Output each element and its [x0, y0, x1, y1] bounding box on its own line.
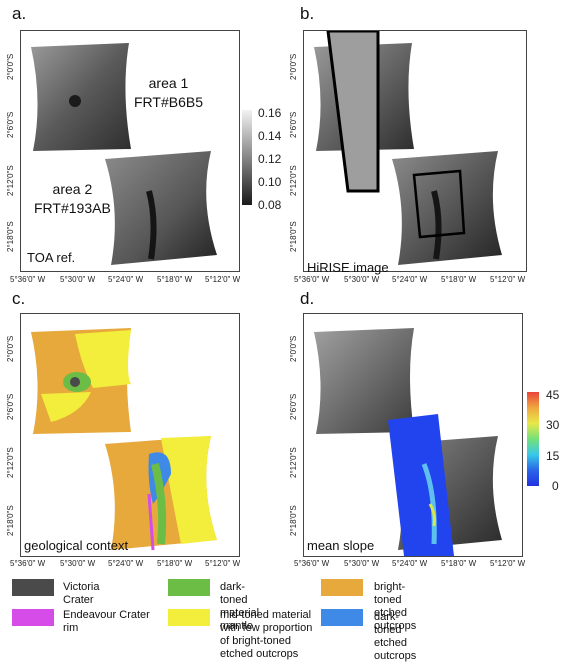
legend-swatch-bright-etched — [321, 579, 363, 596]
panel-a-lat-3: 2°18'0"S — [6, 221, 15, 252]
panel-a-lon-0: 5°36'0" W — [10, 275, 46, 284]
panel-d-lon-3: 5°18'0" W — [441, 559, 477, 568]
panel-a-lon-3: 5°18'0" W — [157, 275, 193, 284]
panel-b-lat-3: 2°18'0"S — [289, 221, 298, 252]
panel-d-lat-0: 2°0'0"S — [289, 335, 298, 362]
area-2-id: FRT#193AB — [34, 200, 111, 216]
slope-strip — [388, 414, 454, 556]
legend-swatch-mid-toned — [168, 609, 210, 626]
panel-c-lon-4: 5°12'0" W — [205, 559, 241, 568]
hirise-zoom-box — [412, 169, 466, 239]
panel-d-lon-0: 5°36'0" W — [294, 559, 330, 568]
panel-a-caption: TOA ref. — [27, 250, 76, 265]
panel-b-lat-2: 2°12'0"S — [289, 165, 298, 196]
panel-b-letter: b. — [300, 4, 315, 23]
slope-colorbar — [527, 392, 539, 486]
area-2-label: area 2 FRT#193AB — [34, 180, 111, 218]
toa-tick-0: 0.16 — [258, 106, 282, 120]
legend-swatch-victoria — [12, 579, 54, 596]
panel-c-lat-1: 2°6'0"S — [6, 393, 15, 420]
panel-d-lon-4: 5°12'0" W — [490, 559, 526, 568]
toa-tick-2: 0.12 — [258, 152, 282, 166]
legend-label-bright-etched: bright-toned etched outcrops — [374, 581, 417, 632]
toa-tick-4: 0.08 — [258, 198, 282, 212]
panel-c-caption: geological context — [24, 538, 129, 553]
slope-tick-1: 30 — [546, 418, 560, 432]
slope-tick-2: 15 — [546, 449, 560, 463]
victoria-crater-unit — [70, 377, 80, 387]
panel-c-lon-0: 5°36'0" W — [10, 559, 46, 568]
panel-b-map — [303, 30, 527, 272]
panel-c-lon-3: 5°18'0" W — [157, 559, 193, 568]
toa-colorbar — [242, 110, 252, 205]
panel-c-lon-2: 5°24'0" W — [108, 559, 144, 568]
panel-a-lon-1: 5°30'0" W — [60, 275, 96, 284]
legend-label-mid-toned: mid-toned material with few proportion o… — [220, 609, 313, 660]
legend-swatch-endeavour — [12, 609, 54, 626]
panel-d-image — [314, 328, 502, 556]
dark-ridge — [146, 190, 157, 260]
legend-swatch-dark-mantle — [168, 579, 210, 596]
panel-d-letter: d. — [300, 289, 315, 308]
panel-a-lat-0: 2°0'0"S — [6, 53, 15, 80]
panel-d-lon-2: 5°24'0" W — [392, 559, 428, 568]
hirise-footprint — [326, 31, 380, 193]
endeavour-rim-unit — [147, 493, 155, 551]
panel-a-lat-1: 2°6'0"S — [6, 111, 15, 138]
area-1-strip — [31, 43, 131, 151]
panel-a-lon-2: 5°24'0" W — [108, 275, 144, 284]
area-2-name: area 2 — [52, 181, 93, 197]
panel-d-lon-1: 5°30'0" W — [344, 559, 380, 568]
panel-a-image — [31, 43, 217, 265]
panel-b-image — [314, 31, 502, 265]
area-2-strip — [105, 151, 217, 265]
panel-b-lon-3: 5°18'0" W — [441, 275, 477, 284]
panel-c-image — [31, 328, 217, 551]
panel-a-lat-2: 2°12'0"S — [6, 165, 15, 196]
panel-c-lat-0: 2°0'0"S — [6, 335, 15, 362]
panel-b-lon-2: 5°24'0" W — [392, 275, 428, 284]
area-1-label: area 1 FRT#B6B5 — [134, 74, 203, 112]
victoria-crater-mark — [69, 95, 81, 107]
panel-b-lon-0: 5°36'0" W — [294, 275, 330, 284]
slope-tick-3: 0 — [552, 479, 559, 493]
legend-label-endeavour: Endeavour Crater rim — [63, 609, 150, 634]
toa-tick-1: 0.14 — [258, 129, 282, 143]
panel-d-lat-3: 2°18'0"S — [289, 505, 298, 536]
panel-c-lat-3: 2°18'0"S — [6, 505, 15, 536]
legend-label-dark-etched: dark-toned etched outcrops — [374, 611, 417, 662]
panel-d-lat-2: 2°12'0"S — [289, 447, 298, 478]
legend-label-dark-mantle: dark-toned material mantle — [220, 581, 260, 632]
panel-d-map — [303, 313, 523, 557]
toa-tick-3: 0.10 — [258, 175, 282, 189]
legend-label-victoria: Victoria Crater — [63, 581, 100, 606]
panel-b-lon-4: 5°12'0" W — [490, 275, 526, 284]
panel-b-lat-0: 2°0'0"S — [289, 53, 298, 80]
legend-swatch-dark-etched — [321, 609, 363, 626]
panel-d-lat-1: 2°6'0"S — [289, 393, 298, 420]
panel-b-lat-1: 2°6'0"S — [289, 111, 298, 138]
panel-a-map — [20, 30, 240, 272]
area-1-name: area 1 — [148, 75, 189, 91]
slope-tick-0: 45 — [546, 388, 560, 402]
panel-a-letter: a. — [12, 4, 27, 23]
panel-b-lon-1: 5°30'0" W — [344, 275, 380, 284]
panel-b-caption: HiRISE image — [307, 260, 389, 275]
panel-d-caption: mean slope — [307, 538, 375, 553]
panel-c-map — [20, 313, 240, 557]
panel-c-lon-1: 5°30'0" W — [60, 559, 96, 568]
panel-c-lat-2: 2°12'0"S — [6, 447, 15, 478]
panel-a-lon-4: 5°12'0" W — [205, 275, 241, 284]
area-1-id: FRT#B6B5 — [134, 94, 203, 110]
panel-c-letter: c. — [12, 289, 26, 308]
